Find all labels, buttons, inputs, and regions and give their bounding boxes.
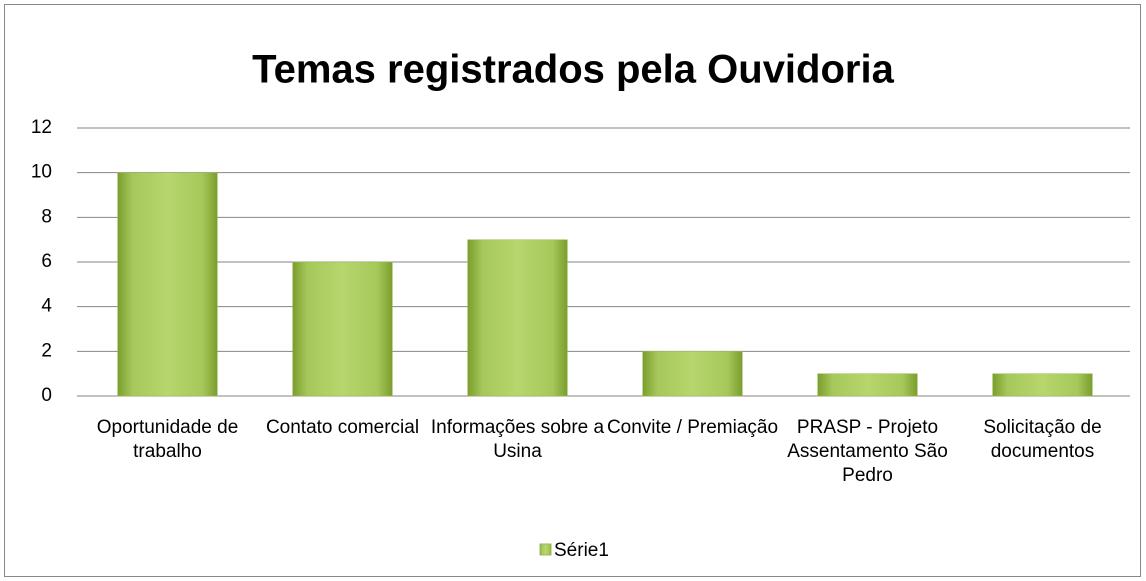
bar — [817, 373, 918, 397]
x-tick-label-box: Contato comercial — [265, 417, 420, 438]
bar — [642, 351, 743, 397]
y-tick-label: 10 — [31, 162, 52, 183]
x-tick-label: Solicitação de documentos — [983, 417, 1102, 462]
legend-swatch — [539, 543, 552, 556]
x-tick-label: Informações sobre a Usina — [430, 417, 605, 462]
x-tick-label: PRASP - Projeto Assentamento São Pedro — [787, 417, 948, 486]
y-tick-label: 0 — [41, 385, 52, 406]
x-tick-label: Convite / Premiação — [606, 417, 779, 438]
bar — [992, 373, 1093, 397]
y-tick-label: 12 — [31, 117, 52, 138]
x-tick-label-box: PRASP - Projeto Assentamento São Pedro — [787, 417, 948, 486]
x-tick-label-box: Convite / Premiação — [606, 417, 779, 438]
x-tick-label-box: Solicitação de documentos — [983, 417, 1102, 462]
y-tick-label: 8 — [41, 206, 52, 227]
y-tick-label: 6 — [41, 251, 52, 272]
chart-title: Temas registrados pela Ouvidoria — [252, 48, 894, 92]
x-tick-label: Oportunidade de trabalho — [96, 417, 239, 462]
x-tick-label-box: Oportunidade de trabalho — [96, 417, 239, 462]
bar — [467, 239, 568, 397]
bar — [117, 172, 218, 397]
legend-label: Série1 — [554, 540, 609, 561]
y-tick-label: 2 — [41, 340, 52, 361]
y-tick-label: 4 — [41, 296, 52, 317]
x-tick-label: Contato comercial — [265, 417, 420, 438]
x-tick-label-box: Informações sobre a Usina — [430, 417, 605, 462]
bar — [292, 261, 393, 397]
